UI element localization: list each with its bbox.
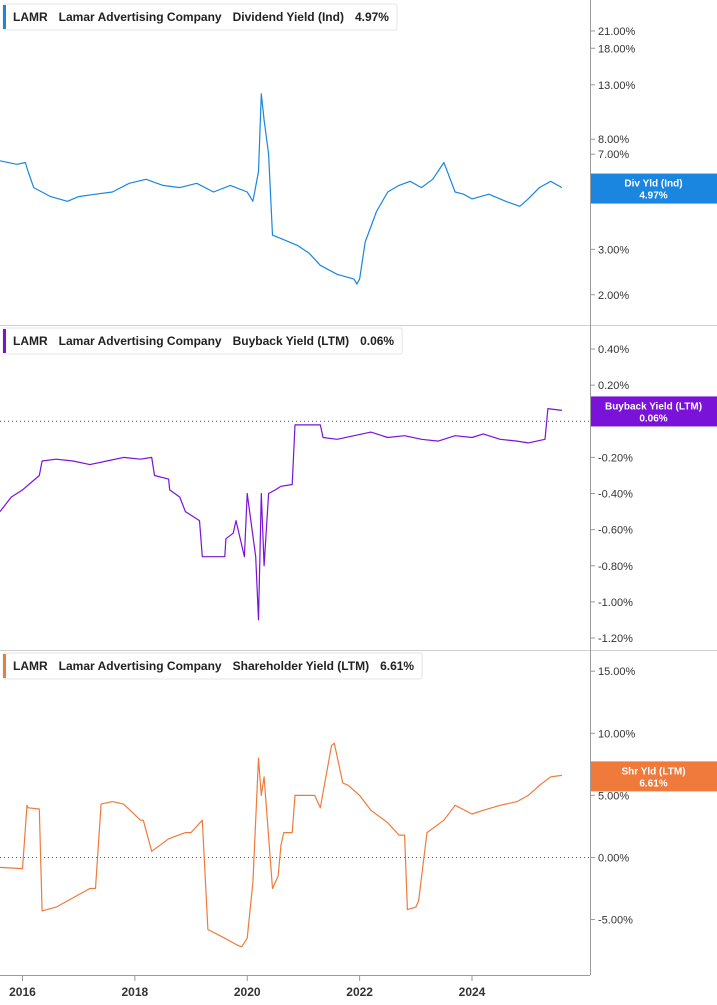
legend-metric: Dividend Yield (Ind) [233,10,344,24]
y-tick-label: -1.20% [598,633,633,645]
y-tick-label: 7.00% [598,149,629,161]
x-tick-label: 2022 [346,985,373,999]
legend-value: 0.06% [360,334,394,348]
legend-ticker: LAMR [13,334,48,348]
value-tag: Buyback Yield (LTM)0.06% [590,396,717,427]
value-tag-label: Buyback Yield (LTM) [605,401,702,412]
value-tag-value: 0.06% [639,413,667,424]
legend-value: 6.61% [380,659,414,673]
value-tag-label: Div Yld (Ind) [624,179,682,190]
x-tick-label: 2024 [459,985,486,999]
value-tag-label: Shr Yld (LTM) [621,766,685,777]
legend-ticker: LAMR [13,659,48,673]
y-tick-label: 10.00% [598,728,636,740]
legend-swatch [3,5,6,29]
legend: LAMR Lamar Advertising Company Buyback Yie… [2,327,403,355]
legend-ticker: LAMR [13,10,48,24]
panel-shareholder: 15.00% 10.00% 5.00% 0.00% -5.00% LAMR Lamar Ad… [0,652,717,948]
y-tick-label: 0.00% [598,852,629,864]
y-tick-label: 8.00% [598,134,629,146]
series-line [0,93,563,285]
y-tick-label: 21.00% [598,26,636,38]
legend: LAMR Lamar Advertising Company Dividend Yi… [2,3,398,31]
value-tag-value: 6.61% [639,778,667,789]
y-tick-label: -0.40% [598,489,633,501]
legend-company: Lamar Advertising Company [59,334,222,348]
y-tick-label: 0.40% [598,344,629,356]
legend-swatch [3,654,6,678]
x-tick-label: 2018 [122,985,149,999]
value-tag: Div Yld (Ind)4.97% [590,173,717,204]
value-tag: Shr Yld (LTM)6.61% [590,761,717,792]
legend-value: 4.97% [355,10,389,24]
x-tick-label: 2016 [9,985,36,999]
y-tick-label: 2.00% [598,290,629,302]
value-tag-bg [590,761,717,792]
y-tick-label: 13.00% [598,80,636,92]
series-line [0,408,562,621]
panel-buyback: 0.40% 0.20% -0.20% -0.40% -0.60% -0.80% -1.00%… [0,327,717,645]
x-tick-label: 2020 [234,985,261,999]
legend-swatch [3,329,6,353]
legend-metric: Shareholder Yield (LTM) [233,659,369,673]
legend-company: Lamar Advertising Company [59,10,222,24]
y-tick-label: 3.00% [598,244,629,256]
y-tick-label: 15.00% [598,666,636,678]
y-tick-label: -1.00% [598,597,633,609]
value-tag-value: 4.97% [639,191,667,202]
series-line [0,742,562,948]
y-tick-label: 5.00% [598,790,629,802]
value-tag-bg [590,396,717,427]
y-tick-label: 0.20% [598,380,629,392]
y-tick-label: -0.80% [598,561,633,573]
y-tick-label: -0.60% [598,525,633,537]
y-tick-label: -5.00% [598,915,633,927]
legend-metric: Buyback Yield (LTM) [233,334,349,348]
y-tick-label: 18.00% [598,43,636,55]
value-tag-bg [590,173,717,204]
legend-company: Lamar Advertising Company [59,659,222,673]
legend: LAMR Lamar Advertising Company Shareholder… [2,652,423,680]
y-tick-label: -0.20% [598,452,633,464]
panel-dividend: 21.00%18.00%13.00%8.00%7.00%5.00%3.00%2.… [0,3,717,302]
